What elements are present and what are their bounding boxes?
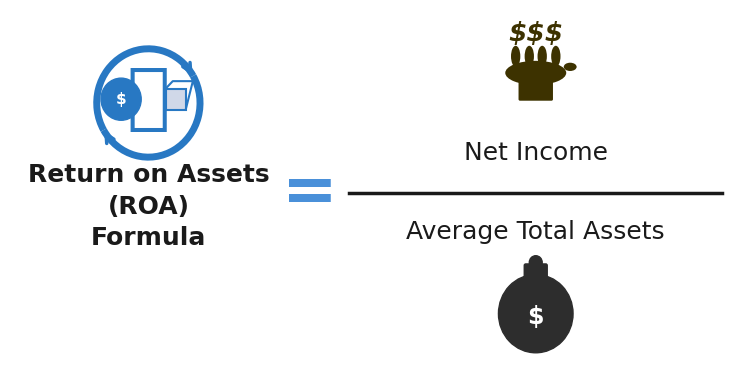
Text: 🔄: 🔄 (127, 65, 170, 134)
Text: Return on Assets: Return on Assets (27, 163, 269, 187)
FancyBboxPatch shape (519, 77, 553, 101)
Text: (ROA): (ROA) (107, 195, 190, 219)
Ellipse shape (506, 61, 566, 85)
Ellipse shape (537, 46, 547, 67)
Text: $: $ (528, 305, 544, 329)
FancyBboxPatch shape (165, 89, 186, 110)
Circle shape (498, 274, 573, 353)
Text: Formula: Formula (91, 226, 206, 251)
Text: =: = (282, 160, 338, 226)
Text: Average Total Assets: Average Total Assets (407, 219, 665, 244)
Ellipse shape (564, 63, 576, 71)
Circle shape (101, 78, 141, 120)
Text: $$$: $$$ (508, 20, 563, 47)
Text: Net Income: Net Income (463, 141, 608, 164)
Text: $: $ (116, 92, 126, 107)
Circle shape (529, 256, 542, 269)
FancyBboxPatch shape (523, 263, 548, 284)
Ellipse shape (551, 46, 560, 67)
Ellipse shape (511, 46, 520, 67)
Ellipse shape (525, 46, 534, 67)
